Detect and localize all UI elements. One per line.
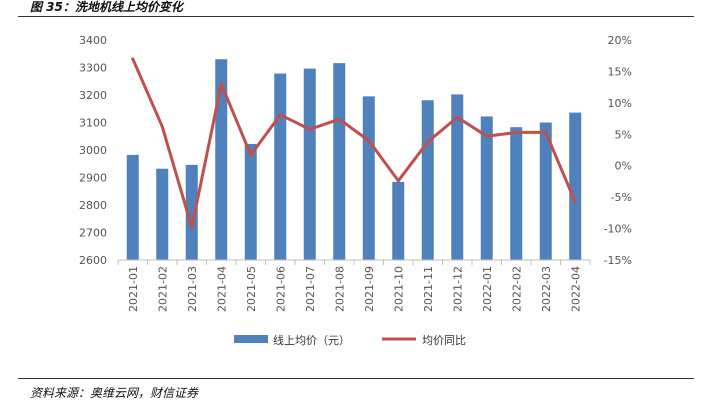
- yoy-point: [249, 153, 253, 157]
- right-tick-label: 15%: [608, 65, 632, 78]
- x-tick-label: 2021-09: [363, 266, 376, 312]
- price-bar: [274, 73, 287, 260]
- figure-title: 图 35：洗地机线上均价变化: [30, 0, 183, 14]
- left-axis-ticks: 2600 2700 2800 2900 3000 3100 3200 3300 3400: [79, 34, 107, 267]
- x-tick-label: 2022-04: [569, 266, 582, 312]
- yoy-point: [544, 130, 548, 134]
- price-bar: [569, 112, 582, 260]
- price-bar: [333, 63, 346, 260]
- yoy-point: [514, 130, 518, 134]
- yoy-point: [396, 179, 400, 183]
- left-tick-label: 2800: [79, 199, 107, 212]
- yoy-point: [190, 225, 194, 229]
- right-tick-label: -10%: [604, 223, 632, 236]
- x-tick-label: 2021-06: [274, 266, 287, 312]
- yoy-point: [337, 117, 341, 121]
- right-tick-label: 5%: [615, 128, 632, 141]
- x-tick-label: 2021-01: [127, 266, 140, 312]
- yoy-point: [219, 82, 223, 86]
- x-axis-ticks: 2021-01 2021-02 2021-03 2021-04 2021-05 2021-…: [117, 260, 591, 312]
- price-bar: [451, 94, 464, 260]
- x-tick-label: 2021-02: [156, 266, 169, 312]
- x-tick-label: 2021-12: [451, 266, 464, 312]
- price-bar: [156, 168, 169, 260]
- x-tick-label: 2021-05: [245, 266, 258, 312]
- legend-bar-label: 线上均价（元）: [273, 333, 350, 347]
- x-tick-label: 2022-01: [481, 266, 494, 312]
- bottom-rule: [18, 378, 694, 379]
- right-axis-ticks: -15% -10% -5% 0% 5% 10% 15% 20%: [604, 34, 632, 267]
- x-tick-label: 2021-10: [392, 266, 405, 312]
- right-tick-label: 20%: [608, 34, 632, 47]
- price-bar: [126, 154, 139, 260]
- price-bar: [510, 127, 523, 260]
- source-note: 资料来源：奥维云网，财信证券: [30, 386, 199, 400]
- yoy-points: [131, 57, 577, 229]
- x-tick-label: 2022-03: [540, 266, 553, 312]
- yoy-point: [485, 134, 489, 138]
- price-bar: [303, 68, 316, 260]
- yoy-point: [308, 127, 312, 131]
- yoy-point: [426, 140, 430, 144]
- right-tick-label: 10%: [608, 97, 632, 110]
- yoy-point: [367, 139, 371, 143]
- legend-line-label: 均价同比: [422, 334, 466, 347]
- x-tick-label: 2022-02: [510, 266, 523, 312]
- left-tick-label: 3000: [79, 144, 107, 157]
- chart-legend: 线上均价（元） 均价同比: [234, 333, 466, 347]
- price-bar: [392, 181, 405, 260]
- left-tick-label: 3400: [79, 34, 107, 47]
- legend-bar-swatch: [234, 335, 268, 343]
- price-bar: [421, 100, 434, 260]
- yoy-point: [573, 200, 577, 204]
- price-bar: [215, 59, 228, 260]
- left-tick-label: 2700: [79, 227, 107, 240]
- left-tick-label: 2600: [79, 254, 107, 267]
- price-bar: [539, 122, 552, 260]
- x-tick-label: 2021-11: [422, 266, 435, 312]
- x-tick-label: 2021-03: [186, 266, 199, 312]
- price-bar: [185, 164, 198, 260]
- price-bars: [126, 59, 582, 260]
- yoy-point: [455, 115, 459, 119]
- price-bar: [480, 116, 493, 260]
- yoy-point: [160, 125, 164, 129]
- price-bar: [244, 143, 257, 260]
- top-rule: [18, 16, 694, 17]
- price-bar: [362, 96, 375, 260]
- right-tick-label: 0%: [615, 160, 632, 173]
- x-tick-label: 2021-04: [215, 266, 228, 312]
- x-tick-label: 2021-08: [333, 266, 346, 312]
- left-tick-label: 2900: [79, 172, 107, 185]
- yoy-line: [131, 57, 577, 229]
- left-tick-label: 3200: [79, 89, 107, 102]
- yoy-point: [278, 113, 282, 117]
- right-tick-label: -5%: [611, 191, 632, 204]
- left-tick-label: 3300: [79, 62, 107, 75]
- right-tick-label: -15%: [604, 254, 632, 267]
- left-tick-label: 3100: [79, 117, 107, 130]
- x-tick-label: 2021-07: [304, 266, 317, 312]
- yoy-point: [131, 57, 135, 61]
